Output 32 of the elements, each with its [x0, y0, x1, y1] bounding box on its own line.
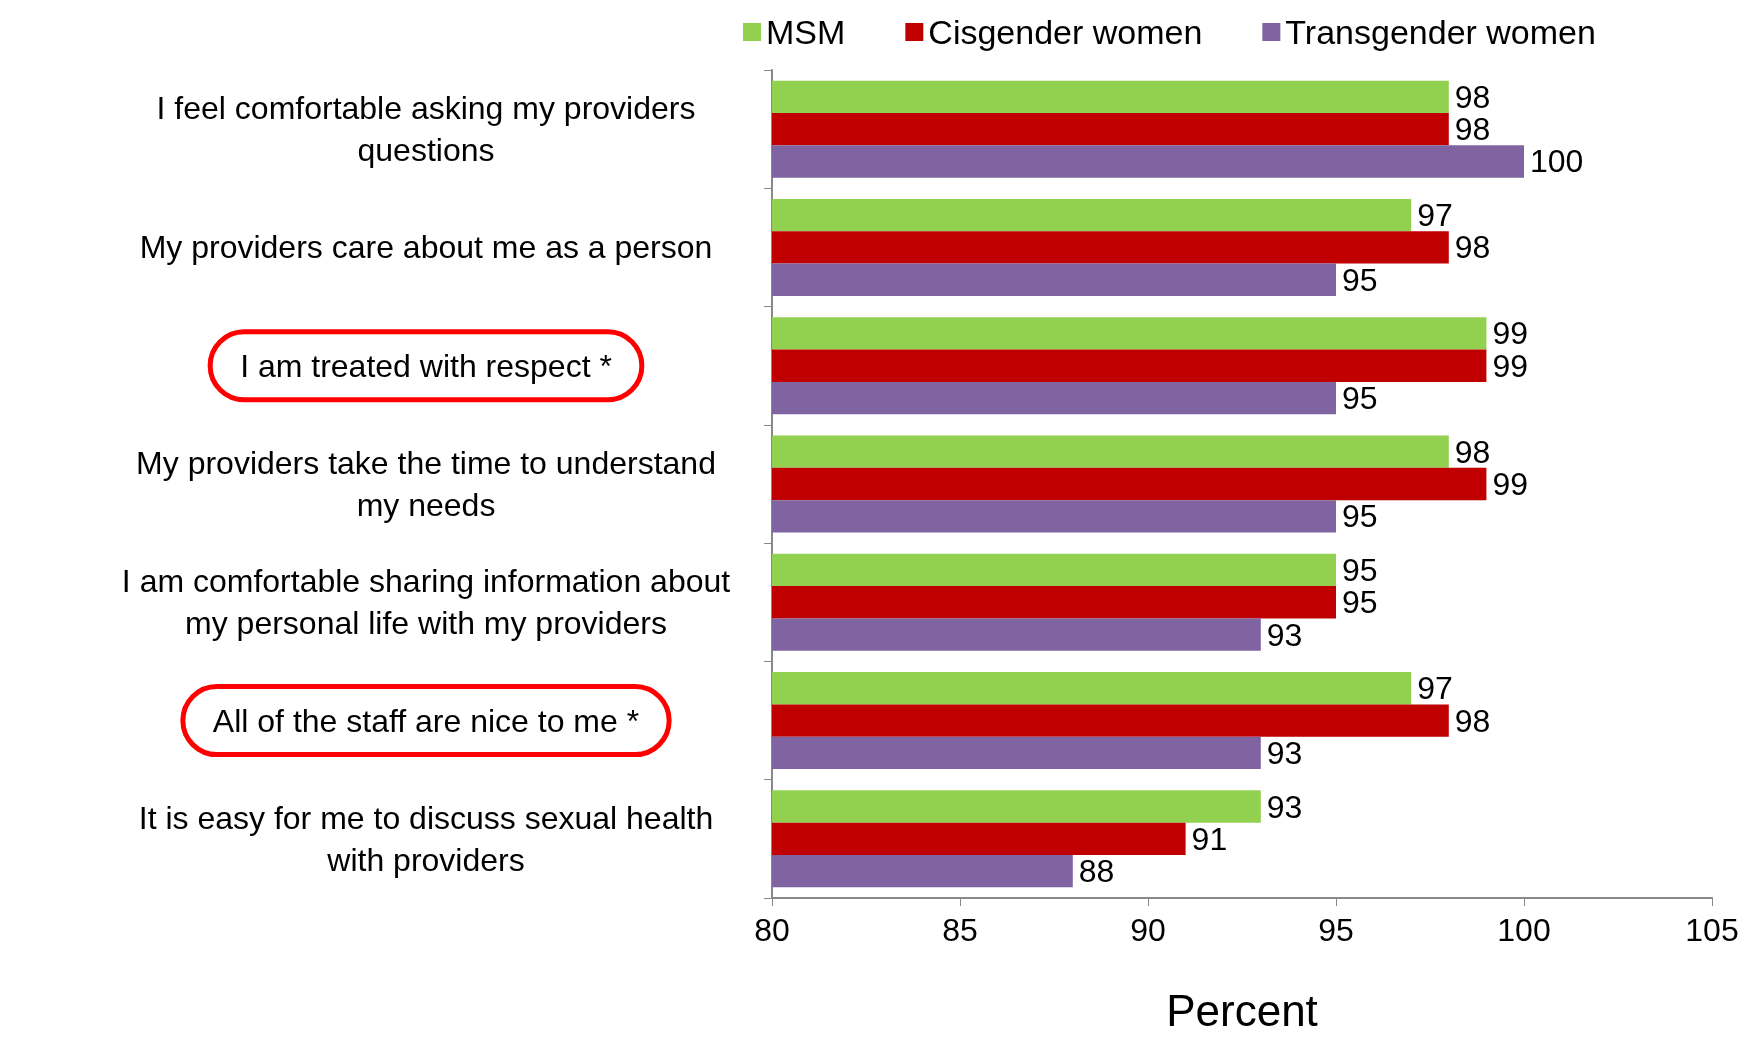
x-tick-label: 95	[1318, 912, 1354, 948]
legend-label: Transgender women	[1285, 13, 1596, 51]
data-label: 98	[1454, 229, 1491, 266]
data-label: 93	[1266, 788, 1303, 825]
data-label: 95	[1342, 498, 1378, 535]
x-tick-label: 105	[1685, 912, 1739, 948]
data-label: 91	[1191, 820, 1228, 857]
legend-label: Cisgender women	[928, 13, 1203, 51]
y-tick-label: My providers care about me as a person	[139, 229, 713, 266]
data-label: 98	[1454, 702, 1491, 739]
legend-label: MSM	[766, 13, 846, 51]
data-label: 93	[1266, 616, 1303, 653]
x-tick-label: 80	[754, 912, 790, 948]
y-tick-label: I feel comfortable asking my providers questions	[156, 90, 696, 169]
data-label: 100	[1530, 143, 1584, 180]
data-label: 98	[1454, 433, 1491, 470]
data-label: 88	[1078, 853, 1115, 890]
x-tick-label: 100	[1497, 912, 1551, 948]
data-label: 97	[1417, 197, 1453, 234]
y-tick-label: My providers take the time to understand my needs	[136, 445, 716, 523]
x-tick-label: 85	[942, 912, 978, 948]
data-label: 99	[1492, 466, 1528, 502]
data-label: 95	[1342, 380, 1378, 417]
y-tick-label: I am treated with respect *	[240, 347, 612, 384]
data-label: 95	[1342, 261, 1378, 298]
data-label: 97	[1417, 670, 1453, 707]
y-tick-label: All of the staff are nice to me *	[212, 702, 640, 739]
x-tick-label: 90	[1130, 912, 1166, 948]
y-tick-label: I am comfortable sharing information about my personal life with my providers	[121, 563, 731, 642]
y-tick-label: It is easy for me to discuss sexual health with providers	[138, 799, 714, 878]
data-label: 93	[1266, 734, 1303, 771]
x-axis-title: Percent	[1166, 985, 1318, 1035]
